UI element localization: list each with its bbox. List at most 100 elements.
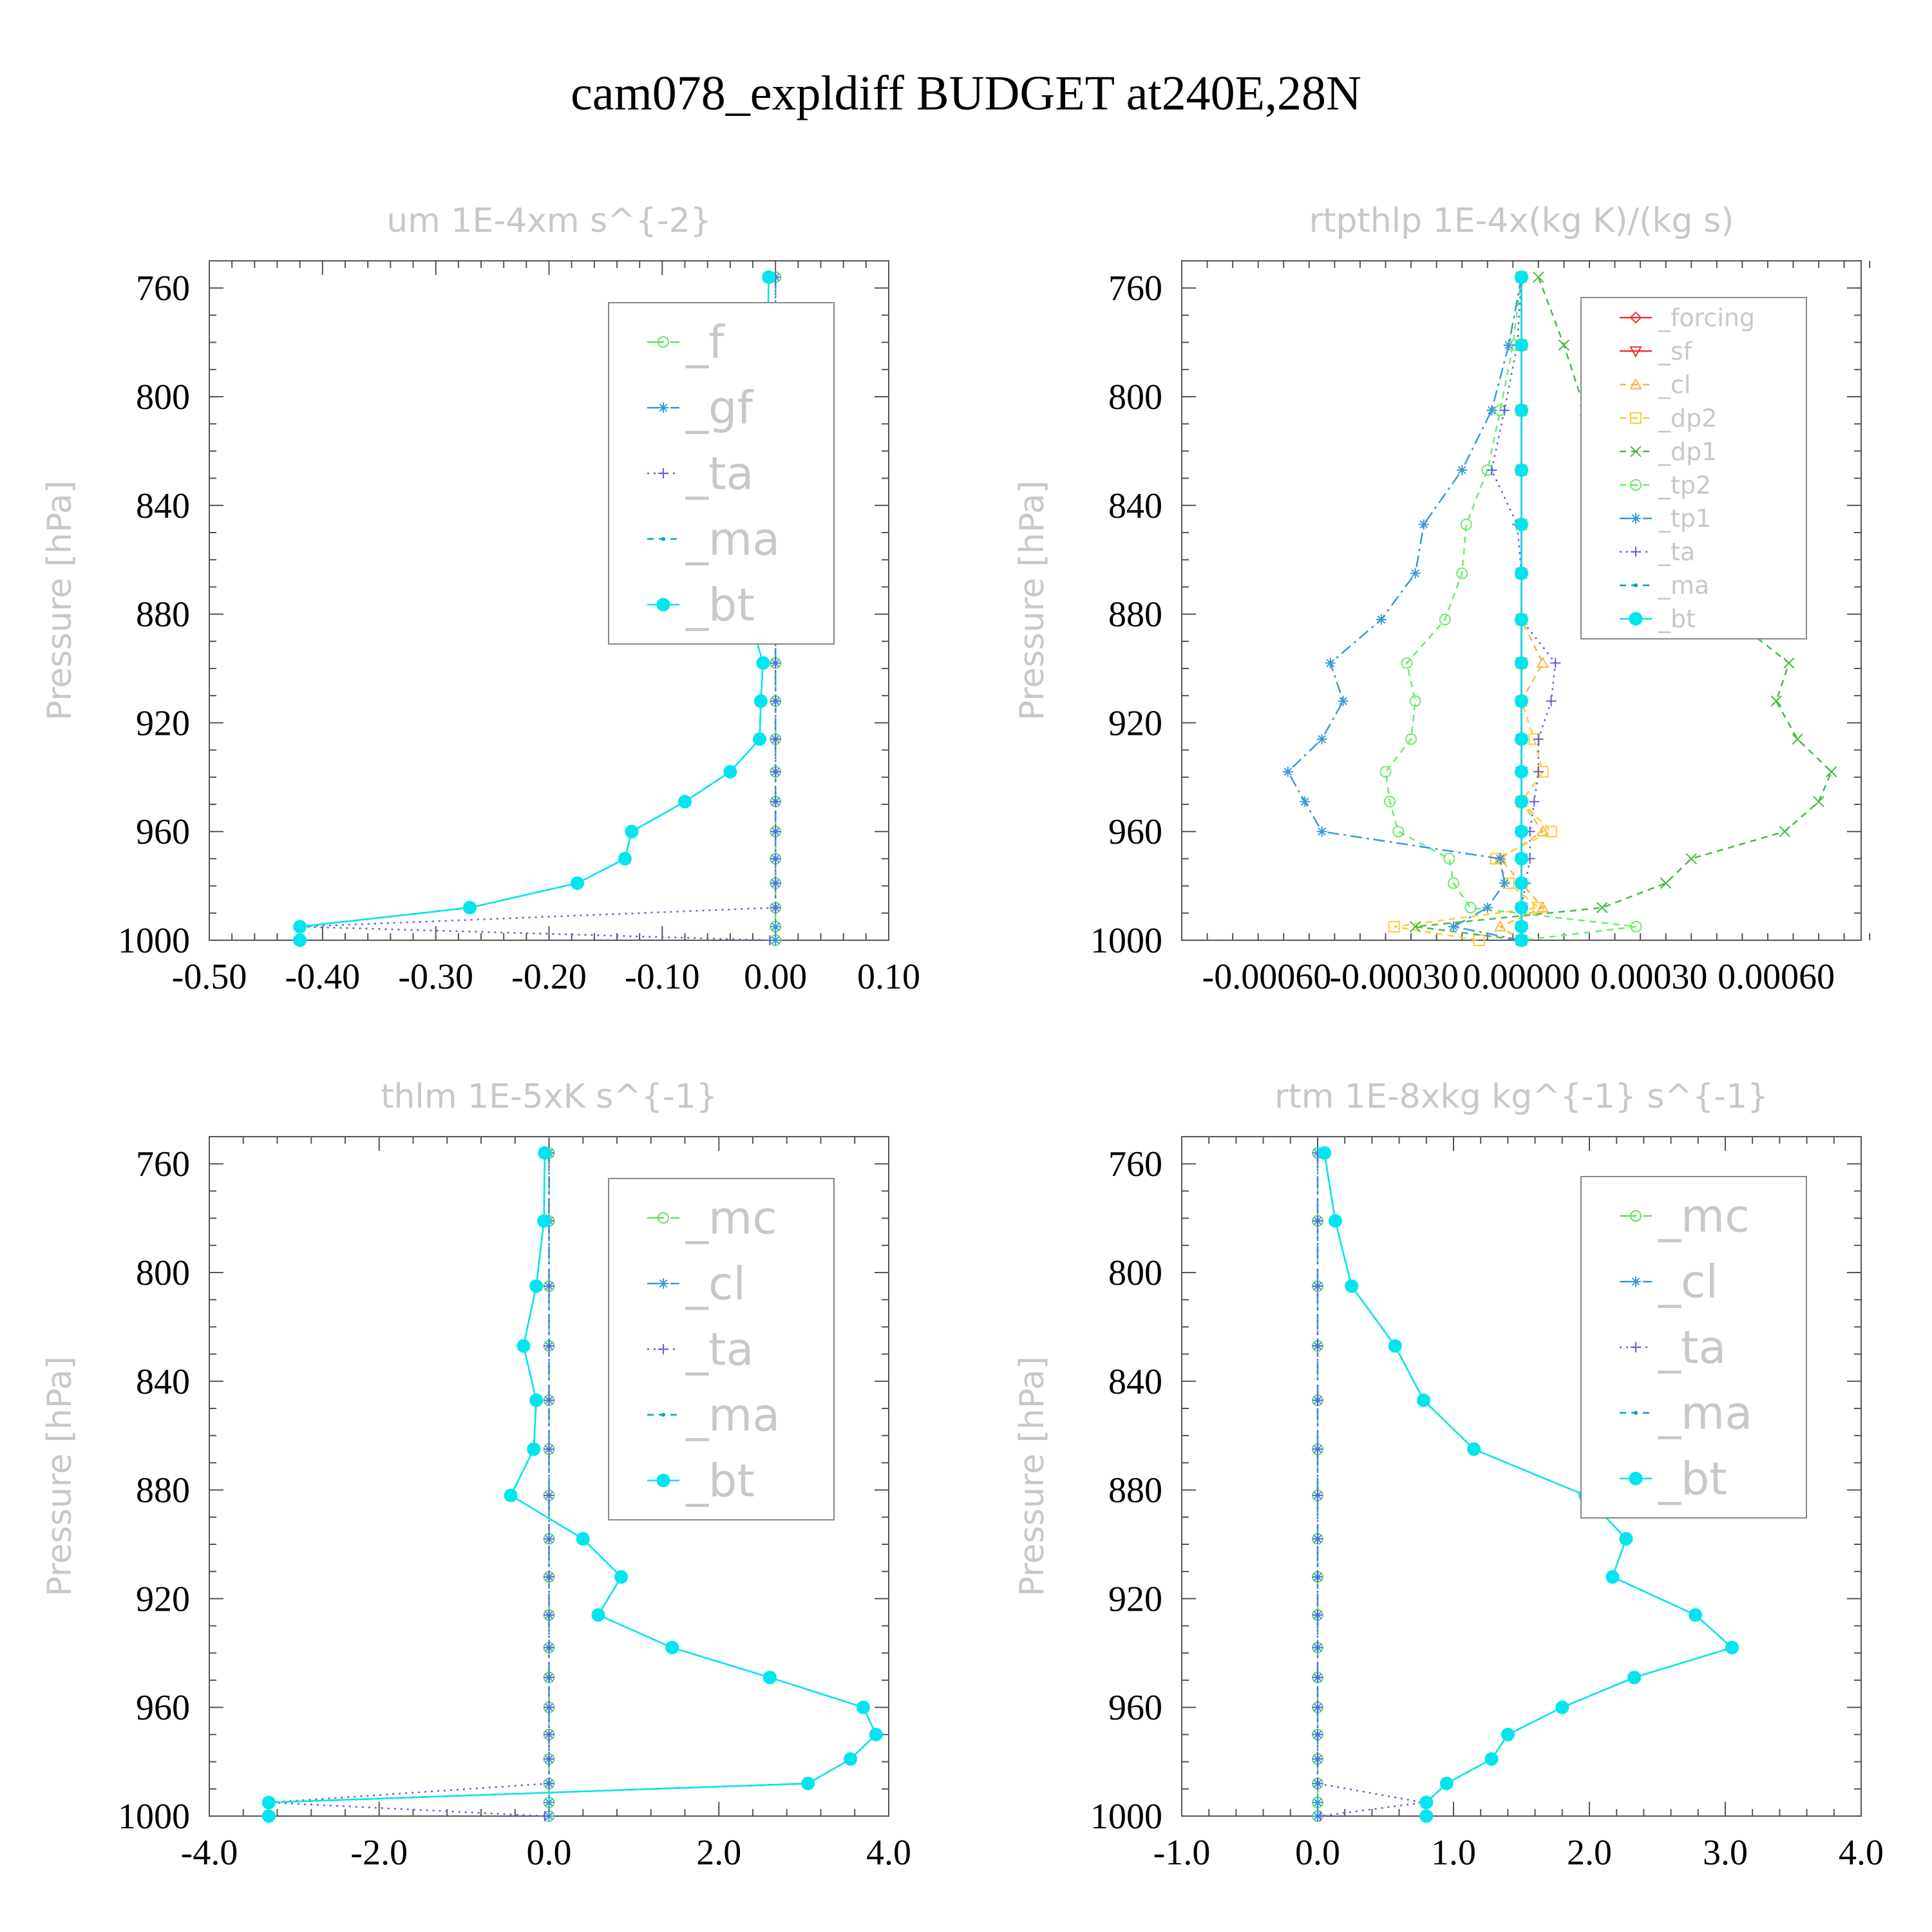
data-point bbox=[753, 732, 767, 746]
legend-marker bbox=[1629, 346, 1642, 358]
y-tick-label: 800 bbox=[136, 1253, 190, 1293]
data-point bbox=[844, 1752, 858, 1766]
data-point bbox=[504, 1488, 518, 1502]
y-tick-label: 960 bbox=[136, 1688, 190, 1728]
data-point bbox=[1439, 1776, 1454, 1790]
legend-label: _tp2 bbox=[1658, 471, 1711, 499]
data-point bbox=[1529, 796, 1540, 807]
data-point bbox=[1627, 1671, 1642, 1685]
data-point bbox=[544, 1797, 554, 1808]
data-point bbox=[770, 826, 781, 837]
legend-label: _tp1 bbox=[1658, 504, 1711, 533]
data-point bbox=[570, 876, 584, 890]
data-point bbox=[544, 1340, 554, 1351]
data-point bbox=[1388, 1339, 1402, 1353]
data-point bbox=[544, 1778, 554, 1789]
data-point bbox=[1376, 614, 1387, 625]
legend-marker bbox=[1629, 612, 1643, 626]
legend-label: _mc bbox=[685, 1192, 777, 1245]
legend: _mc _cl _ta _ma _bt bbox=[608, 1178, 835, 1520]
data-point bbox=[544, 1609, 554, 1620]
y-tick-label: 1000 bbox=[118, 921, 190, 961]
data-point bbox=[770, 766, 781, 777]
x-tick-label: 2.0 bbox=[696, 1833, 741, 1873]
legend-marker bbox=[658, 402, 668, 413]
legend-label: _cl bbox=[685, 1258, 746, 1311]
x-tick-label: 4.0 bbox=[866, 1833, 911, 1873]
data-point bbox=[1515, 732, 1528, 746]
legend-label: _bt bbox=[685, 1454, 755, 1507]
y-tick-label: 880 bbox=[136, 1471, 190, 1511]
legend-label: _ta bbox=[685, 1323, 753, 1376]
data-point bbox=[1464, 902, 1477, 914]
data-point bbox=[1312, 1609, 1323, 1620]
data-point bbox=[1401, 657, 1413, 669]
y-tick-label: 760 bbox=[1108, 1144, 1162, 1184]
data-point bbox=[1486, 405, 1497, 416]
data-point bbox=[1660, 877, 1672, 889]
legend-label: _ma bbox=[1658, 1387, 1752, 1439]
legend-label: _ta bbox=[1658, 1321, 1726, 1374]
data-point bbox=[544, 1642, 554, 1653]
legend-label: _cl bbox=[1658, 1256, 1718, 1309]
data-point bbox=[544, 1490, 554, 1501]
data-point bbox=[756, 656, 770, 670]
x-tick-label: 0.00000 bbox=[1463, 957, 1580, 997]
plot-frame bbox=[1181, 1136, 1862, 1817]
data-point bbox=[770, 696, 781, 706]
series-line bbox=[268, 1153, 877, 1816]
data-point bbox=[614, 1570, 629, 1584]
data-point bbox=[544, 1395, 554, 1406]
y-tick-label: 840 bbox=[1108, 486, 1162, 526]
data-point bbox=[1312, 1672, 1323, 1683]
data-point bbox=[591, 1608, 605, 1622]
legend-marker bbox=[1631, 1342, 1641, 1352]
legend-marker bbox=[1629, 1472, 1643, 1486]
data-point bbox=[538, 1146, 552, 1160]
data-point bbox=[1532, 902, 1544, 914]
data-point bbox=[1533, 766, 1544, 777]
data-point bbox=[764, 935, 775, 945]
data-point bbox=[544, 1754, 554, 1765]
y-tick-label: 840 bbox=[1108, 1362, 1162, 1402]
data-point bbox=[1495, 853, 1506, 864]
legend-marker bbox=[658, 1278, 668, 1289]
legend-marker bbox=[658, 1344, 668, 1354]
data-point bbox=[1515, 920, 1528, 934]
y-tick-label: 800 bbox=[1108, 1253, 1162, 1293]
legend-label: _f bbox=[685, 316, 725, 369]
y-tick-label: 960 bbox=[136, 812, 190, 852]
data-point bbox=[1792, 734, 1803, 745]
y-axis-label: Pressure [hPa] bbox=[41, 1356, 79, 1596]
data-point bbox=[665, 1640, 679, 1654]
legend-box bbox=[1580, 297, 1807, 639]
panel-2: rtpthlp 1E-4x(kg K)/(kg s) Pressure [hPa]… bbox=[1013, 202, 1871, 997]
data-point bbox=[1685, 853, 1697, 865]
data-point bbox=[1482, 902, 1493, 913]
y-axis-label: Pressure [hPa] bbox=[41, 480, 79, 721]
panel-title: rtpthlp 1E-4x(kg K)/(kg s) bbox=[1309, 202, 1734, 240]
data-point bbox=[1345, 1279, 1359, 1293]
data-point bbox=[1515, 851, 1528, 866]
data-point bbox=[1536, 825, 1549, 837]
series-bt bbox=[261, 1146, 883, 1823]
data-point bbox=[1318, 1146, 1332, 1160]
data-point bbox=[1338, 696, 1349, 706]
data-point bbox=[527, 1442, 541, 1456]
data-point bbox=[801, 1776, 815, 1790]
data-point bbox=[1515, 270, 1528, 284]
legend-marker bbox=[1630, 412, 1642, 424]
data-point bbox=[1536, 901, 1549, 913]
data-point bbox=[1419, 1809, 1434, 1823]
y-tick-label: 920 bbox=[1108, 703, 1162, 743]
data-point bbox=[1409, 695, 1421, 707]
data-point bbox=[1384, 795, 1396, 808]
y-tick-label: 840 bbox=[136, 1362, 190, 1402]
data-point bbox=[1410, 568, 1421, 579]
legend-label: _bt bbox=[1658, 605, 1696, 633]
legend-label: _forcing bbox=[1658, 303, 1755, 332]
data-point bbox=[1515, 463, 1528, 477]
y-tick-label: 760 bbox=[136, 1144, 190, 1184]
data-point bbox=[1457, 464, 1468, 475]
